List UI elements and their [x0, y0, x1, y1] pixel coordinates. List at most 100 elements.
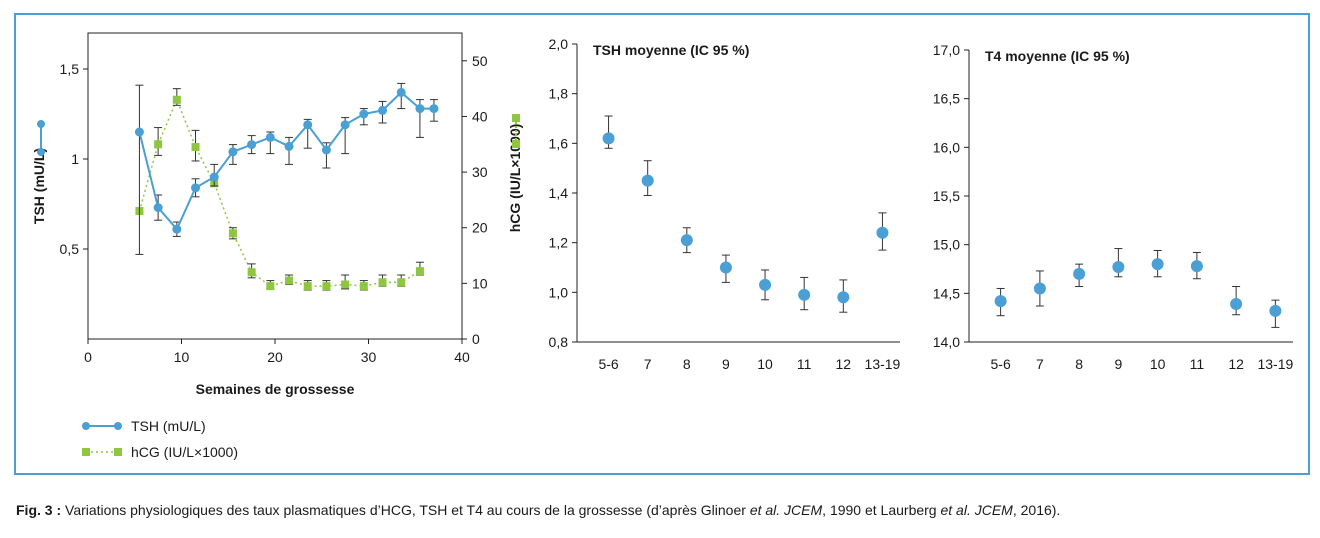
tsh-mean-point [719, 261, 732, 274]
legend-hcg-marker [114, 448, 122, 456]
tsh-mean-point [680, 234, 693, 247]
hcg-point [154, 140, 163, 149]
hcg-point [397, 278, 406, 287]
tsh-mean-y-tick-label: 1,6 [549, 135, 569, 151]
chart1-x-tick-label: 20 [267, 349, 283, 365]
chart1-x-tick-label: 40 [454, 349, 470, 365]
tsh-point [321, 145, 331, 155]
t4-mean-x-tick-label: 7 [1036, 356, 1044, 372]
chart1-y2-tick-label: 0 [472, 331, 480, 347]
tsh-point [303, 120, 313, 130]
tsh-mean-x-tick-label: 5-6 [598, 356, 618, 372]
tsh-point [172, 224, 182, 234]
tsh-point [415, 104, 425, 114]
figure-frame [14, 13, 1310, 475]
chart1-y2-tick-label: 30 [472, 164, 488, 180]
tsh-mean-x-tick-label: 7 [644, 356, 652, 372]
hcg-point [247, 268, 256, 277]
tsh-mean-x-tick-label: 9 [722, 356, 730, 372]
t4-mean-point [1073, 267, 1086, 280]
caption-journal-1: JCEM [780, 502, 823, 518]
t4-mean-x-tick-label: 11 [1190, 356, 1205, 372]
chart1-y-tick-label: 1,5 [60, 61, 80, 77]
caption-journal-2: JCEM [970, 502, 1013, 518]
tsh-mean-point [876, 226, 889, 239]
chart1-x-tick-label: 10 [174, 349, 190, 365]
t4-mean-point [1230, 298, 1243, 311]
tsh-mean-x-tick-label: 8 [683, 356, 691, 372]
tsh-point [134, 127, 144, 137]
tsh-mean-point [602, 132, 615, 145]
t4-mean-x-tick-label: 13-19 [1257, 356, 1293, 372]
hcg-point [228, 229, 237, 238]
hcg-point [285, 276, 294, 285]
tsh-mean-title: TSH moyenne (IC 95 %) [593, 42, 749, 58]
t4-mean-y-tick-label: 14,5 [933, 285, 960, 301]
chart1-y2-axis-label: hCG (IU/L×1000) [507, 124, 523, 233]
t4-mean-point [994, 295, 1007, 308]
t4-mean-point [1033, 282, 1046, 295]
tsh-point [429, 104, 439, 114]
chart1-x-tick-label: 30 [361, 349, 377, 365]
caption-text-1: Variations physiologiques des taux plasm… [61, 502, 750, 518]
tsh-axis-marker-dot [37, 148, 45, 156]
tsh-point [340, 120, 350, 130]
caption-text-3: , 2016). [1012, 502, 1061, 518]
t4-mean-y-tick-label: 15,5 [933, 188, 960, 204]
tsh-point [209, 172, 219, 182]
t4-mean-point [1269, 304, 1282, 317]
tsh-mean-y-tick-label: 1,4 [549, 185, 569, 201]
tsh-mean-x-tick-label: 12 [836, 356, 852, 372]
caption-etal-2: et al. [940, 502, 971, 518]
tsh-mean-y-tick-label: 2,0 [549, 36, 569, 52]
t4-mean-title: T4 moyenne (IC 95 %) [985, 48, 1130, 64]
chart1-y-axis-label: TSH (mU/L) [31, 148, 47, 224]
tsh-point [396, 87, 406, 97]
caption-text-2: , 1990 et Laurberg [822, 502, 941, 518]
chart1-y2-tick-label: 20 [472, 220, 488, 236]
chart1-y-tick-label: 1 [71, 151, 79, 167]
hcg-point [191, 143, 200, 152]
tsh-mean-y-tick-label: 1,2 [549, 235, 569, 251]
tsh-mean-point [641, 174, 654, 187]
caption-label: Fig. 3 : [16, 502, 62, 518]
figure-charts: 0 10 20 30 40 0,5 1 1,5 0 10 20 30 40 50 Semaines de g… [31, 32, 1293, 460]
legend-tsh-marker [114, 422, 122, 430]
t4-mean-point [1112, 261, 1125, 274]
t4-mean-x-tick-label: 10 [1150, 356, 1166, 372]
hcg-point [172, 95, 181, 104]
t4-mean-point [1190, 260, 1203, 273]
hcg-point [322, 282, 331, 291]
chart1-y-tick-label: 0,5 [60, 241, 80, 257]
legend-hcg-marker [82, 448, 90, 456]
t4-mean-y-tick-label: 16,0 [933, 139, 960, 155]
t4-mean-x-tick-label: 9 [1114, 356, 1122, 372]
tsh-mean-x-tick-label: 11 [797, 356, 812, 372]
tsh-point [378, 105, 388, 115]
chart1-y2-tick-label: 40 [472, 108, 488, 124]
hcg-axis-marker-square [512, 114, 520, 122]
hcg-series-line [138, 97, 421, 287]
t4-mean-y-tick-label: 14,0 [933, 334, 960, 350]
caption-etal-1: et al. [749, 502, 781, 518]
hcg-point [378, 278, 387, 287]
legend-tsh-marker [82, 422, 90, 430]
t4-mean-x-tick-label: 12 [1228, 356, 1244, 372]
tsh-mean-y-tick-label: 1,8 [549, 86, 569, 102]
tsh-mean-point [798, 288, 811, 301]
chart1-y2-tick-label: 50 [472, 53, 488, 69]
tsh-mean-y-tick-label: 1,0 [549, 284, 569, 300]
legend-hcg-label: hCG (IU/L×1000) [131, 444, 238, 460]
hcg-point [341, 280, 350, 289]
chart1-y2-tick-label: 10 [472, 275, 488, 291]
t4-mean-x-tick-label: 5-6 [991, 356, 1011, 372]
chart1-x-tick-label: 0 [84, 349, 92, 365]
legend-tsh-label: TSH (mU/L) [131, 418, 206, 434]
tsh-point [247, 140, 257, 150]
t4-mean-point [1151, 258, 1164, 271]
tsh-mean-y-tick-label: 0,8 [549, 334, 569, 350]
tsh-point [153, 203, 163, 213]
tsh-point [284, 141, 294, 151]
hcg-point [266, 282, 275, 291]
tsh-mean-x-tick-label: 10 [757, 356, 773, 372]
